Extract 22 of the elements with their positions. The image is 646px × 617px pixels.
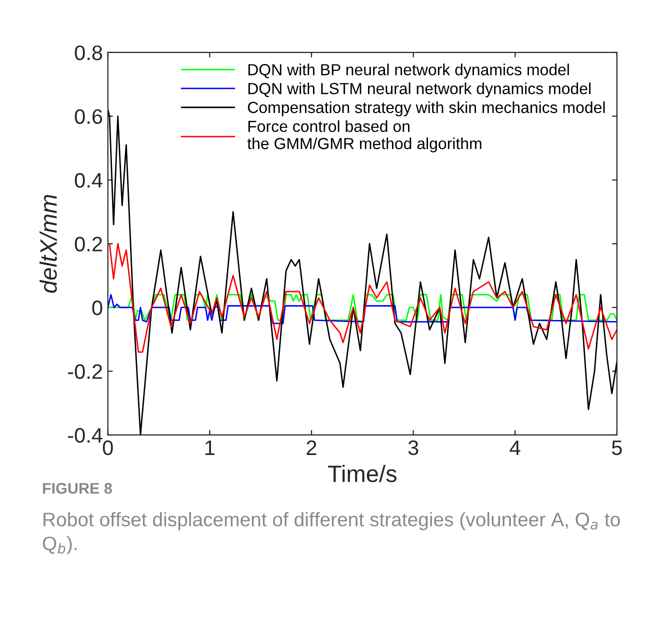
line-series [108,243,617,353]
y-tick-label: -0.2 [68,364,102,379]
y-tick-label: 0.6 [74,109,102,124]
x-tick-label: 2 [306,440,316,455]
caption: FIGURE 8 [43,482,112,494]
y-tick-label: 0.8 [74,45,102,60]
x-tick-label: 0 [102,440,113,456]
x-tick-label: 4 [510,440,520,455]
legend-label: DQN with BP neural network dynamics model [248,64,569,79]
y-tick-label: 0 [92,300,102,316]
legend-label: Force control based on the GMM/GMR method algorithm [247,120,482,152]
y-axis-title: deltX/mm [40,194,57,293]
y-tick-label: -0.4 [68,428,102,443]
x-tick-label: 3 [408,440,418,456]
y-tick-label: 0.2 [74,236,102,252]
legend-label: Compensation strategy with skin mechanics model [248,101,605,116]
text: Robot offset displacement of different strategies (volunteer A, Q$_{a}$ to Q$_{b}$). [42,512,620,554]
x-axis-title: Time/s [328,464,397,482]
x-tick-label: 1 [205,440,214,455]
x-tick-label: 5 [612,440,622,456]
y-tick-label: 0.4 [74,172,102,188]
legend-label: DQN with LSTM neural network dynamics model [248,82,590,98]
